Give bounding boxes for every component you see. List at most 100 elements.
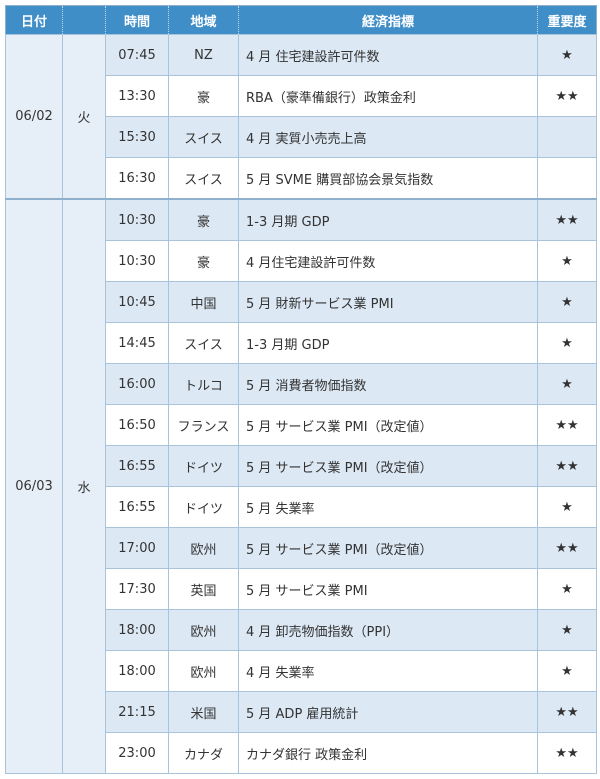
indicator-cell: 5 月 サービス業 PMI (238, 568, 538, 610)
region-cell: 豪 (168, 75, 239, 117)
date-cell: 06/02 (5, 34, 63, 200)
time-cell: 17:00 (105, 527, 169, 569)
importance-stars: ★ (537, 281, 597, 323)
table-row: 17:00 欧州 5 月 サービス業 PMI（改定値） ★★ (6, 527, 597, 569)
date-cell: 06/03 (5, 198, 63, 774)
table-row: 10:30 豪 4 月住宅建設許可件数 ★ (6, 240, 597, 282)
header-time: 時間 (105, 5, 169, 35)
day-cell: 火 (62, 34, 106, 200)
time-cell: 16:00 (105, 363, 169, 405)
table-row: 16:55 ドイツ 5 月 サービス業 PMI（改定値） ★★ (6, 445, 597, 487)
header-date: 日付 (5, 5, 63, 35)
indicator-cell: カナダ銀行 政策金利 (238, 732, 538, 774)
importance-stars: ★★ (537, 691, 597, 733)
time-cell: 10:30 (105, 240, 169, 282)
indicator-cell: 1-3 月期 GDP (238, 198, 538, 241)
indicator-cell: 5 月 消費者物価指数 (238, 363, 538, 405)
region-cell: カナダ (168, 732, 239, 774)
time-cell: 17:30 (105, 568, 169, 610)
indicator-cell: 1-3 月期 GDP (238, 322, 538, 364)
region-cell: 欧州 (168, 650, 239, 692)
importance-stars: ★ (537, 650, 597, 692)
region-cell: スイス (168, 116, 239, 158)
importance-stars: ★ (537, 363, 597, 405)
region-cell: 米国 (168, 691, 239, 733)
importance-stars: ★★ (537, 732, 597, 774)
time-cell: 07:45 (105, 34, 169, 76)
time-cell: 13:30 (105, 75, 169, 117)
time-cell: 14:45 (105, 322, 169, 364)
indicator-cell: 5 月 失業率 (238, 486, 538, 528)
time-cell: 18:00 (105, 650, 169, 692)
economic-calendar-table: 日付 時間 地域 経済指標 重要度 06/02 火 07:45 NZ 4 月 住宅建設許… (5, 5, 597, 774)
header-row: 日付 時間 地域 経済指標 重要度 (5, 5, 597, 35)
importance-stars: ★ (537, 486, 597, 528)
importance-stars: ★★ (537, 404, 597, 446)
table-row: 13:30 豪 RBA（豪準備銀行）政策金利 ★★ (6, 75, 597, 117)
indicator-cell: 4 月 住宅建設許可件数 (238, 34, 538, 76)
region-cell: 中国 (168, 281, 239, 323)
table-row: 18:00 欧州 4 月 失業率 ★ (6, 650, 597, 692)
indicator-cell: RBA（豪準備銀行）政策金利 (238, 75, 538, 117)
region-cell: スイス (168, 322, 239, 364)
indicator-cell: 5 月 SVME 購買部協会景気指数 (238, 157, 538, 200)
importance-stars: ★ (537, 568, 597, 610)
time-cell: 15:30 (105, 116, 169, 158)
importance-stars: ★★ (537, 445, 597, 487)
importance-stars: ★ (537, 240, 597, 282)
time-cell: 18:00 (105, 609, 169, 651)
header-importance: 重要度 (537, 5, 597, 35)
region-cell: NZ (168, 34, 239, 76)
header-indicator: 経済指標 (238, 5, 538, 35)
importance-stars: ★★ (537, 527, 597, 569)
importance-stars: ★★ (537, 75, 597, 117)
table-row: 18:00 欧州 4 月 卸売物価指数（PPI） ★ (6, 609, 597, 651)
day-cell: 水 (62, 198, 106, 774)
region-cell: スイス (168, 157, 239, 200)
importance-stars: ★★ (537, 198, 597, 241)
indicator-cell: 5 月 サービス業 PMI（改定値） (238, 404, 538, 446)
table-row: 16:50 フランス 5 月 サービス業 PMI（改定値） ★★ (6, 404, 597, 446)
time-cell: 21:15 (105, 691, 169, 733)
table-row: 23:00 カナダ カナダ銀行 政策金利 ★★ (6, 732, 597, 774)
table-row: 06/02 火 07:45 NZ 4 月 住宅建設許可件数 ★ (5, 34, 597, 200)
region-cell: トルコ (168, 363, 239, 405)
importance-stars (537, 157, 597, 200)
time-cell: 23:00 (105, 732, 169, 774)
time-cell: 16:55 (105, 445, 169, 487)
time-cell: 10:45 (105, 281, 169, 323)
region-cell: フランス (168, 404, 239, 446)
region-cell: 欧州 (168, 527, 239, 569)
region-cell: ドイツ (168, 445, 239, 487)
table-row: 15:30 スイス 4 月 実質小売売上高 (6, 116, 597, 158)
indicator-cell: 4 月 失業率 (238, 650, 538, 692)
time-cell: 16:50 (105, 404, 169, 446)
indicator-cell: 5 月 ADP 雇用統計 (238, 691, 538, 733)
time-cell: 16:55 (105, 486, 169, 528)
time-cell: 10:30 (105, 198, 169, 241)
importance-stars: ★ (537, 322, 597, 364)
indicator-cell: 5 月 サービス業 PMI（改定値） (238, 445, 538, 487)
table-row: 06/03 水 10:30 豪 1-3 月期 GDP ★★ (5, 198, 597, 774)
indicator-cell: 4 月 卸売物価指数（PPI） (238, 609, 538, 651)
importance-stars: ★ (537, 34, 597, 76)
header-region: 地域 (168, 5, 239, 35)
region-cell: 欧州 (168, 609, 239, 651)
indicator-cell: 4 月 実質小売売上高 (238, 116, 538, 158)
region-cell: 豪 (168, 240, 239, 282)
importance-stars: ★ (537, 609, 597, 651)
table-row: 16:00 トルコ 5 月 消費者物価指数 ★ (6, 363, 597, 405)
table-row: 21:15 米国 5 月 ADP 雇用統計 ★★ (6, 691, 597, 733)
region-cell: ドイツ (168, 486, 239, 528)
indicator-cell: 4 月住宅建設許可件数 (238, 240, 538, 282)
region-cell: 英国 (168, 568, 239, 610)
time-cell: 16:30 (105, 157, 169, 200)
region-cell: 豪 (168, 198, 239, 241)
header-day (62, 5, 106, 35)
table-row: 10:45 中国 5 月 財新サービス業 PMI ★ (6, 281, 597, 323)
indicator-cell: 5 月 財新サービス業 PMI (238, 281, 538, 323)
importance-stars (537, 116, 597, 158)
table-body: 06/02 火 07:45 NZ 4 月 住宅建設許可件数 ★ 13:30 豪 RBA（豪準備銀… (5, 34, 597, 774)
table-row: 16:30 スイス 5 月 SVME 購買部協会景気指数 (6, 157, 597, 200)
table-row: 16:55 ドイツ 5 月 失業率 ★ (6, 486, 597, 528)
